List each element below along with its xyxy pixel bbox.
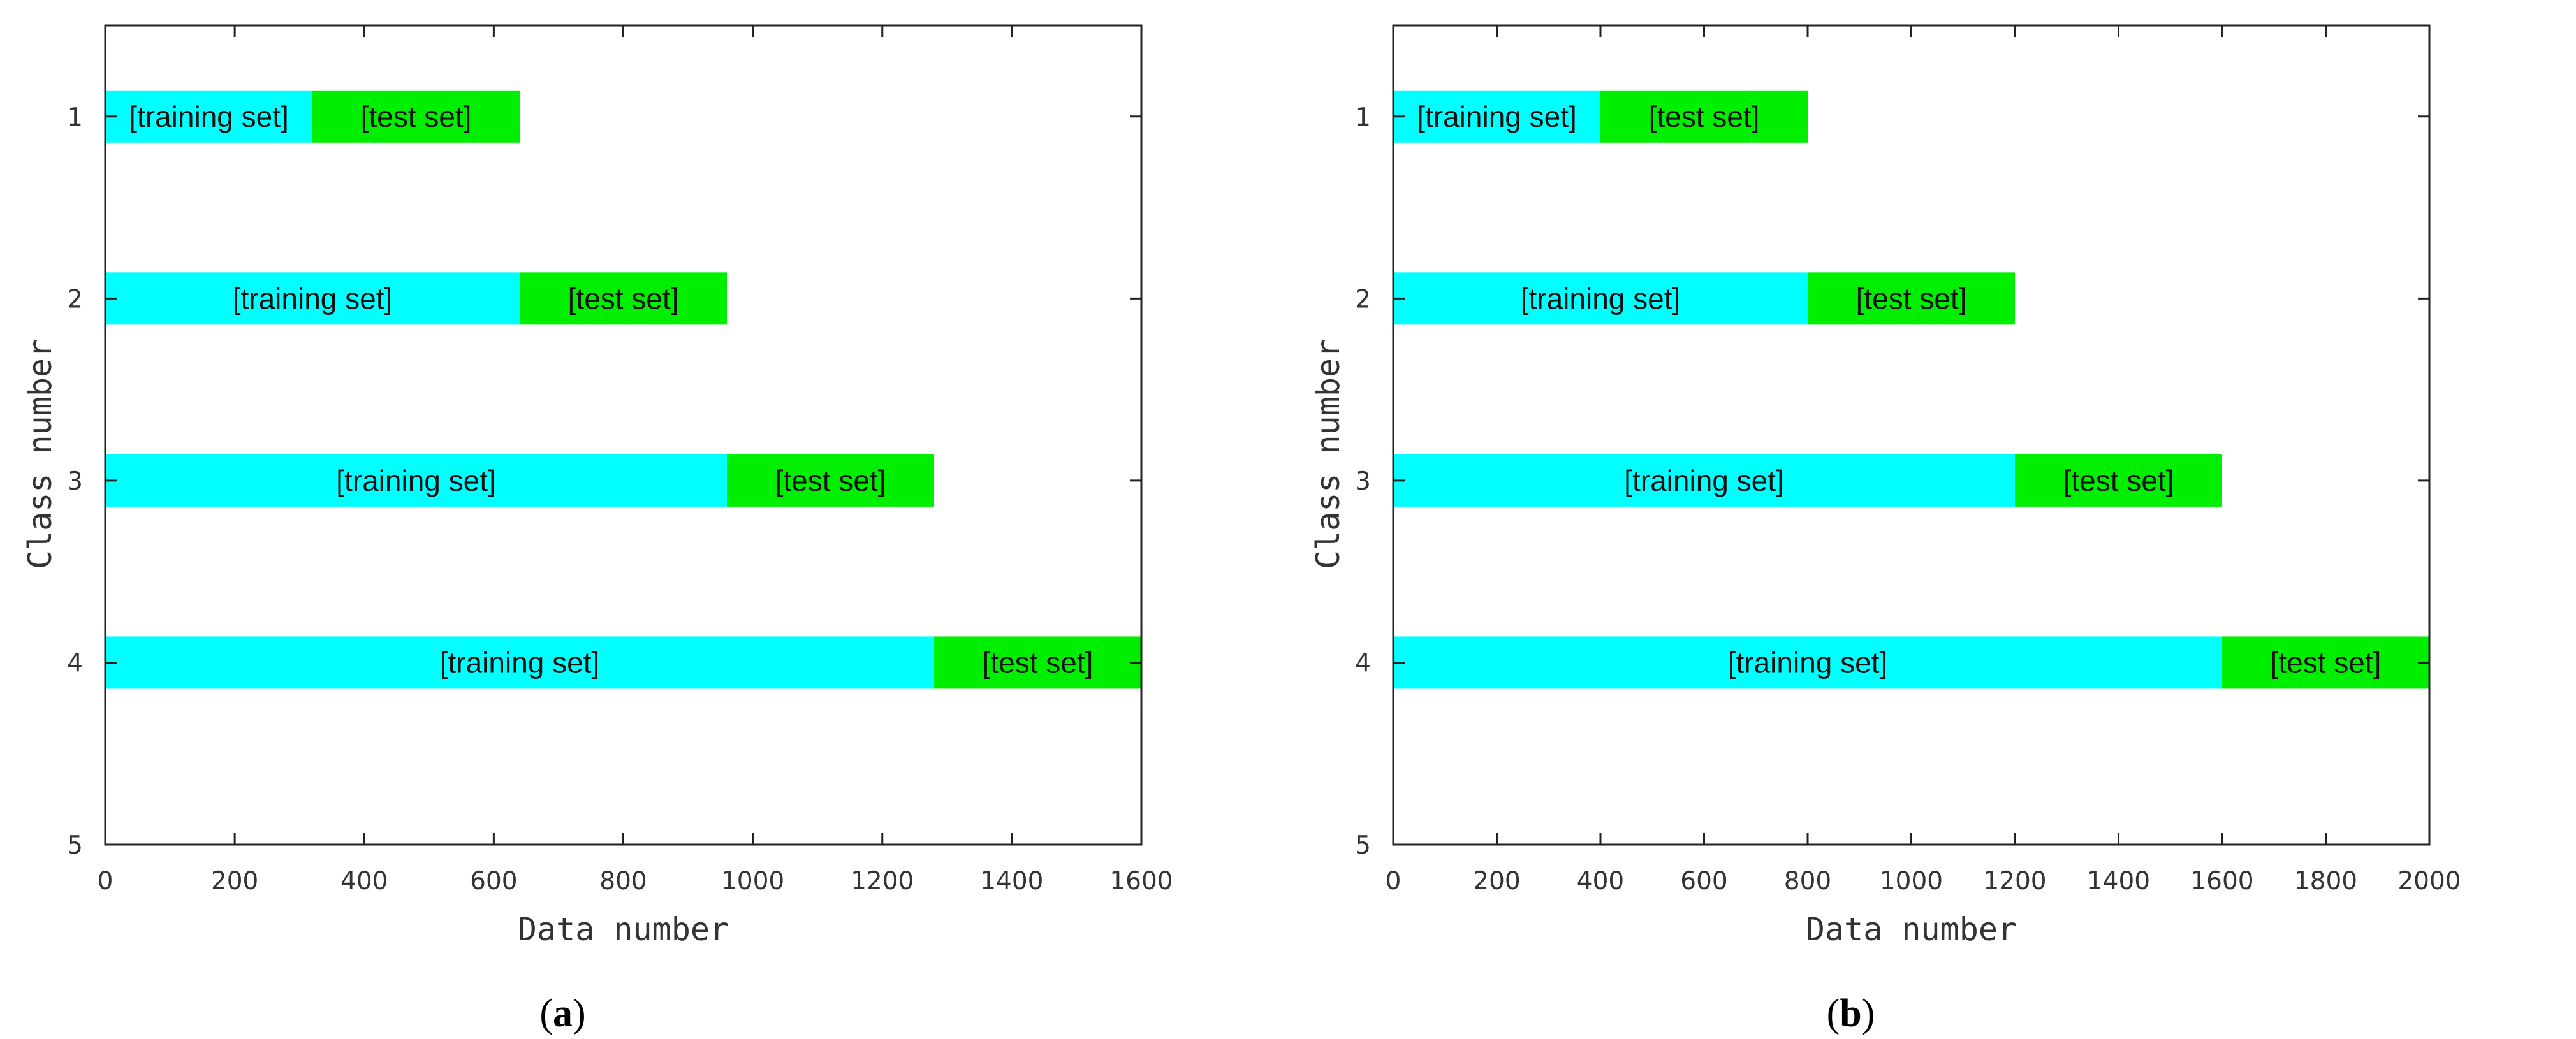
test-set-bar-class-1	[312, 90, 520, 143]
training-set-bar-class-2	[105, 272, 520, 325]
test-set-bar-class-1	[1600, 90, 1808, 143]
caption-open-paren: (	[539, 992, 553, 1035]
x-tick-label: 1400	[2087, 867, 2150, 896]
y-tick-label: 2	[67, 285, 83, 314]
x-axis-label: Data number	[518, 911, 729, 948]
training-set-bar-class-2	[1393, 272, 1808, 325]
test-set-label-class-3: [test set]	[775, 464, 886, 497]
test-set-label-class-4: [test set]	[2271, 646, 2382, 679]
y-tick-label: 5	[67, 831, 83, 860]
x-tick-label: 1400	[980, 867, 1043, 896]
y-tick-label: 2	[1355, 285, 1371, 314]
y-tick-label: 3	[67, 467, 83, 496]
caption-letter: b	[1840, 992, 1861, 1035]
training-set-label-class-2: [training set]	[1521, 282, 1681, 315]
training-set-bar-class-3	[105, 454, 727, 507]
test-set-label-class-4: [test set]	[983, 646, 1094, 679]
panel-caption: (b)	[1827, 992, 1875, 1035]
x-tick-label: 2000	[2397, 867, 2461, 896]
training-set-bar-class-3	[1393, 454, 2015, 507]
training-set-bar-class-4	[105, 636, 934, 689]
y-axis-label: Class number	[1310, 339, 1347, 569]
caption-close-paren: )	[1862, 992, 1875, 1035]
training-set-label-class-1: [training set]	[1417, 100, 1577, 133]
test-set-bar-class-4	[2222, 636, 2429, 689]
test-set-bar-class-3	[727, 454, 934, 507]
x-tick-label: 1600	[1109, 867, 1173, 896]
x-tick-label: 400	[340, 867, 388, 896]
x-tick-label: 200	[211, 867, 258, 896]
x-tick-label: 1000	[1880, 867, 1943, 896]
x-tick-label: 400	[1577, 867, 1624, 896]
training-set-label-class-2: [training set]	[233, 282, 393, 315]
caption-close-paren: )	[573, 992, 586, 1035]
plot-frame	[104, 24, 1143, 846]
y-tick-label: 3	[1355, 467, 1371, 496]
caption-letter: a	[553, 992, 573, 1035]
x-tick-label: 600	[470, 867, 517, 896]
x-tick-label: 600	[1680, 867, 1727, 896]
test-set-label-class-1: [test set]	[361, 100, 472, 133]
test-set-bar-class-2	[1808, 272, 2015, 325]
training-set-label-class-1: [training set]	[129, 100, 289, 133]
caption-open-paren: (	[1827, 992, 1840, 1035]
training-set-bar-class-1	[1393, 90, 1600, 143]
x-axis-label: Data number	[1806, 911, 2017, 948]
x-tick-label: 0	[1386, 867, 1401, 896]
test-set-label-class-3: [test set]	[2063, 464, 2174, 497]
test-set-bar-class-4	[934, 636, 1141, 689]
y-tick-label: 4	[67, 649, 83, 678]
training-set-bar-class-4	[1393, 636, 2222, 689]
chart-panel-b: [training set] [training set] [training se…	[1310, 24, 2461, 1035]
test-set-label-class-2: [test set]	[568, 282, 679, 315]
training-set-label-class-4: [training set]	[440, 646, 600, 679]
chart-panel-a: [training set] [training set] [training se…	[22, 24, 1173, 1035]
training-set-label-class-4: [training set]	[1728, 646, 1888, 679]
x-tick-label: 800	[599, 867, 647, 896]
x-tick-label: 1200	[1983, 867, 2046, 896]
training-set-bar-class-1	[105, 90, 312, 143]
x-tick-label: 0	[98, 867, 113, 896]
x-tick-label: 1200	[851, 867, 914, 896]
test-set-label-class-1: [test set]	[1649, 100, 1760, 133]
test-set-label-class-2: [test set]	[1856, 282, 1967, 315]
x-tick-label: 1800	[2294, 867, 2357, 896]
plot-frame	[1392, 24, 2431, 846]
x-tick-label: 200	[1473, 867, 1520, 896]
y-tick-label: 1	[67, 103, 83, 132]
x-tick-label: 1000	[721, 867, 784, 896]
y-tick-label: 5	[1355, 831, 1371, 860]
training-set-label-class-3: [training set]	[1624, 464, 1784, 497]
x-tick-label: 1600	[2190, 867, 2253, 896]
y-tick-label: 1	[1355, 103, 1371, 132]
x-tick-label: 800	[1784, 867, 1831, 896]
y-axis-label: Class number	[22, 339, 59, 569]
y-tick-label: 4	[1355, 649, 1371, 678]
test-set-bar-class-2	[520, 272, 727, 325]
training-set-label-class-3: [training set]	[336, 464, 496, 497]
test-set-bar-class-3	[2015, 454, 2222, 507]
panel-caption: (a)	[539, 992, 585, 1035]
